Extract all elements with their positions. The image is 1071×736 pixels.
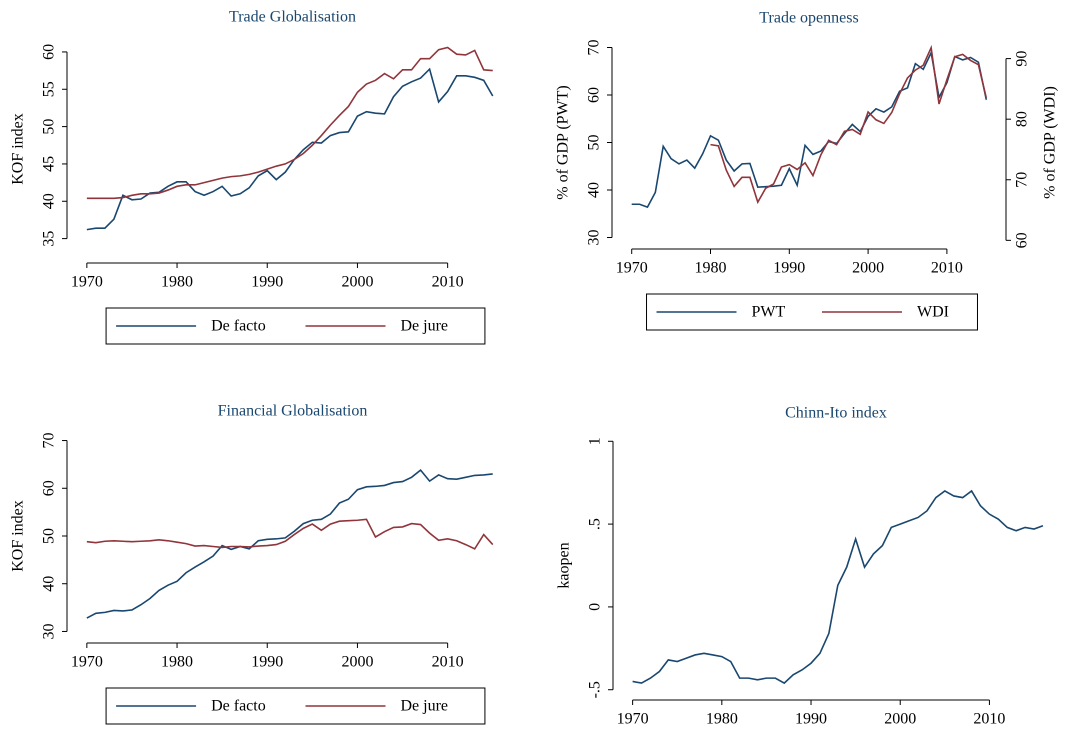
y2-tick-label: 90 [1014, 51, 1031, 67]
x-tick-label: 1980 [695, 260, 727, 277]
x-tick-label: 1970 [71, 274, 103, 291]
x-tick-label: 1980 [706, 711, 738, 728]
x-tick-label: 2010 [973, 711, 1005, 728]
y-tick-label: 30 [41, 623, 58, 639]
y-tick-label: 30 [586, 230, 603, 246]
y-axis-label: % of GDP (PWT) [555, 85, 572, 200]
x-tick-label: 1990 [251, 274, 283, 291]
y-tick-label: 35 [41, 231, 58, 247]
y-tick-label: .5 [587, 518, 604, 530]
data-line [631, 50, 988, 209]
y-tick-label: 60 [586, 87, 603, 103]
legend-label: WDI [917, 304, 949, 321]
x-tick-label: 2010 [432, 274, 464, 291]
chart-title: Trade openness [759, 10, 858, 27]
y-tick-label: 0 [587, 603, 604, 611]
x-tick-label: 1970 [71, 654, 103, 671]
y-tick-label: 40 [41, 193, 58, 209]
y-axis-label: kaopen [556, 542, 573, 588]
y-tick-label: 40 [41, 576, 58, 592]
chart-title: Chinn-Ito index [785, 405, 887, 422]
legend-label: De facto [211, 698, 266, 715]
y2-axis-label: % of GDP (WDI) [1042, 86, 1059, 199]
data-line [710, 44, 988, 205]
chart-title: Trade Globalisation [229, 9, 356, 26]
x-tick-label: 2010 [931, 260, 963, 277]
y-tick-label: 1 [587, 437, 604, 445]
legend-label: De facto [211, 318, 266, 335]
y-tick-label: 70 [586, 40, 603, 56]
y2-tick-label: 70 [1014, 172, 1031, 188]
x-tick-label: 2010 [432, 654, 464, 671]
legend-label: PWT [752, 304, 786, 321]
y-tick-label: 55 [41, 81, 58, 97]
y-tick-label: 70 [41, 433, 58, 449]
y-tick-label: 40 [586, 182, 603, 198]
y-tick-label: 60 [41, 480, 58, 496]
x-tick-label: 1990 [795, 711, 827, 728]
x-tick-label: 2000 [884, 711, 916, 728]
x-tick-label: 1980 [161, 654, 193, 671]
x-tick-label: 1970 [616, 260, 648, 277]
data-line [86, 469, 493, 619]
y-axis-label: KOF index [10, 500, 27, 572]
legend-label: De jure [401, 698, 449, 715]
x-tick-label: 1970 [617, 711, 649, 728]
y-tick-label: 50 [41, 528, 58, 544]
y-tick-label: -.5 [587, 681, 604, 698]
data-line [632, 489, 1044, 685]
y-tick-label: 60 [41, 44, 58, 60]
y-tick-label: 45 [41, 156, 58, 172]
chart-title: Financial Globalisation [218, 403, 368, 420]
x-tick-label: 2000 [852, 260, 884, 277]
y-tick-label: 50 [41, 119, 58, 135]
x-tick-label: 1990 [251, 654, 283, 671]
legend-label: De jure [401, 318, 449, 335]
x-tick-label: 2000 [341, 654, 373, 671]
x-tick-label: 1980 [161, 274, 193, 291]
data-line [86, 46, 493, 200]
x-tick-label: 2000 [341, 274, 373, 291]
data-line [86, 67, 494, 231]
y2-tick-label: 80 [1014, 111, 1031, 127]
x-tick-label: 1990 [773, 260, 805, 277]
y-tick-label: 50 [586, 135, 603, 151]
y-axis-label: KOF index [10, 113, 27, 185]
data-line [86, 518, 494, 550]
y2-tick-label: 60 [1014, 232, 1031, 248]
